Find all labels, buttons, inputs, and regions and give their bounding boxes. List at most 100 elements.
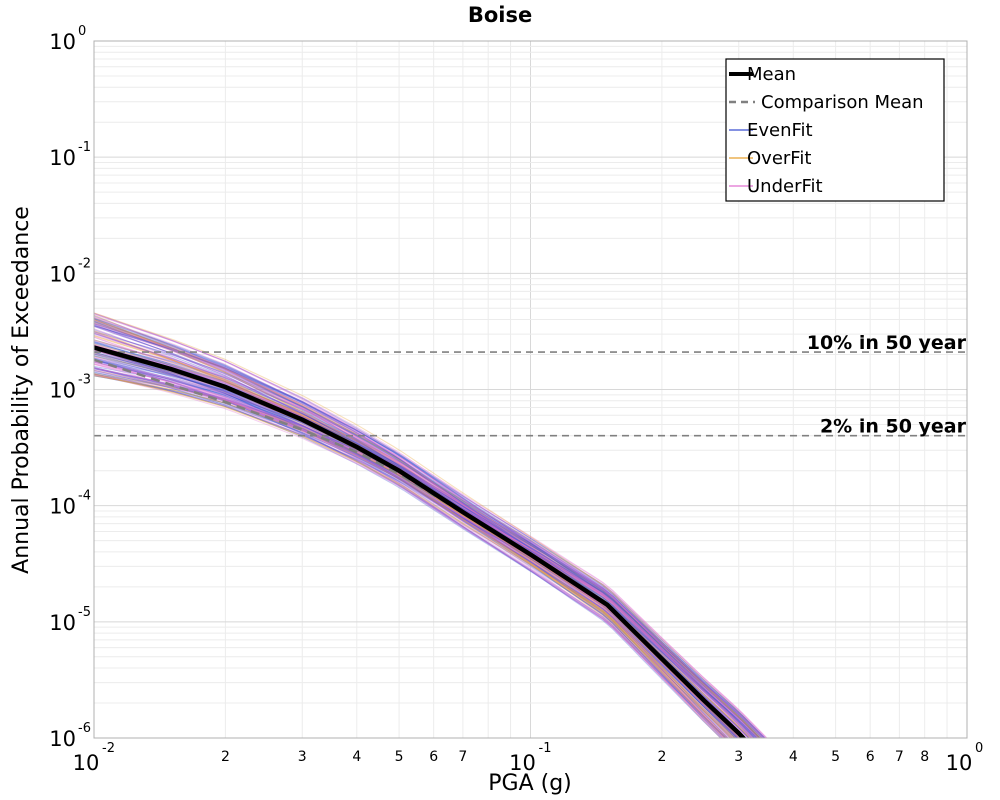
x-tick-label: 2 bbox=[657, 749, 666, 765]
underfit-curve bbox=[94, 316, 738, 738]
x-tick-exponent: 0 bbox=[975, 741, 983, 756]
x-tick-label: 7 bbox=[895, 749, 904, 765]
underfit-curve bbox=[94, 318, 756, 738]
x-tick-exponent: -2 bbox=[102, 741, 115, 756]
evenfit-curve bbox=[94, 375, 740, 738]
evenfit-curve bbox=[94, 320, 754, 738]
y-tick-exponent: -4 bbox=[78, 489, 91, 504]
mean-curves bbox=[94, 345, 747, 738]
evenfit-curve bbox=[94, 341, 753, 738]
x-axis-label: PGA (g) bbox=[488, 771, 572, 796]
underfit-curve bbox=[94, 325, 765, 738]
y-tick-label: 10 bbox=[49, 495, 76, 519]
y-tick-label: 10 bbox=[49, 727, 76, 751]
underfit-curve bbox=[94, 313, 726, 738]
underfit-curve bbox=[94, 332, 761, 738]
underfit-curve bbox=[94, 322, 760, 738]
evenfit-curve bbox=[94, 339, 761, 738]
y-tick-exponent: -2 bbox=[78, 256, 91, 271]
underfit-curve bbox=[94, 363, 733, 738]
evenfit-curve bbox=[94, 351, 736, 738]
x-tick-label: 6 bbox=[429, 749, 438, 765]
y-tick-label: 10 bbox=[49, 262, 76, 286]
evenfit-curve bbox=[94, 319, 766, 738]
evenfit-curve bbox=[94, 367, 724, 738]
y-tick-exponent: -3 bbox=[78, 373, 91, 388]
x-tick-label: 7 bbox=[458, 749, 467, 765]
x-tick-label: 3 bbox=[298, 749, 307, 765]
underfit-curve bbox=[94, 359, 739, 738]
evenfit-curve bbox=[94, 359, 727, 738]
x-axis-ticks: 10-22 3 4 5 6 7 10-12 3 4 5 6 7 8 100 bbox=[73, 741, 984, 775]
overfit-curve bbox=[94, 321, 729, 738]
legend-label: Comparison Mean bbox=[761, 92, 924, 113]
x-tick-label: 4 bbox=[352, 749, 361, 765]
y-tick-exponent: -5 bbox=[78, 605, 91, 620]
underfit-curve bbox=[94, 325, 760, 738]
y-tick-exponent: 0 bbox=[78, 24, 86, 39]
evenfit-curve bbox=[94, 361, 726, 738]
overfit-curve bbox=[94, 320, 722, 738]
underfit-curve bbox=[94, 358, 724, 738]
evenfit-curve bbox=[94, 340, 755, 738]
x-tick-exponent: -1 bbox=[539, 741, 552, 756]
evenfit-curve bbox=[94, 323, 766, 738]
y-tick-exponent: -6 bbox=[78, 721, 91, 736]
underfit-curve bbox=[94, 356, 727, 738]
evenfit-curve bbox=[94, 342, 747, 738]
evenfit-curve bbox=[94, 371, 758, 738]
x-tick-label: 10 bbox=[73, 751, 100, 775]
reference-lines: 10% in 50 year 2% in 50 year bbox=[94, 332, 967, 438]
x-tick-label: 10 bbox=[946, 751, 973, 775]
comparison-mean-curve bbox=[94, 358, 532, 556]
evenfit-curve bbox=[94, 369, 750, 738]
evenfit-curve bbox=[94, 313, 750, 738]
evenfit-curve bbox=[94, 317, 736, 738]
evenfit-curve bbox=[94, 358, 728, 738]
evenfit-curve bbox=[94, 317, 761, 738]
evenfit-curve bbox=[94, 318, 765, 738]
evenfit-curve bbox=[94, 354, 763, 738]
evenfit-curve bbox=[94, 325, 746, 738]
reference-line-label: 10% in 50 year bbox=[807, 332, 967, 354]
legend-label: OverFit bbox=[747, 148, 811, 169]
legend-label: EvenFit bbox=[747, 120, 813, 141]
evenfit-curve bbox=[94, 348, 738, 738]
evenfit-curve bbox=[94, 325, 761, 738]
legend-label: UnderFit bbox=[747, 176, 823, 197]
evenfit-curve bbox=[94, 357, 732, 738]
x-tick-label: 2 bbox=[221, 749, 230, 765]
y-tick-label: 10 bbox=[49, 611, 76, 635]
underfit-curve bbox=[94, 373, 742, 738]
overfit-curve bbox=[94, 374, 736, 738]
evenfit-curve bbox=[94, 331, 752, 738]
underfit-curve bbox=[94, 362, 760, 738]
evenfit-curve bbox=[94, 349, 764, 738]
x-tick-label: 8 bbox=[920, 749, 929, 765]
evenfit-curve bbox=[94, 358, 738, 738]
evenfit-curve bbox=[94, 348, 722, 738]
reference-line-label: 2% in 50 year bbox=[820, 416, 967, 438]
x-tick-label: 10 bbox=[509, 751, 536, 775]
evenfit-curve bbox=[94, 375, 737, 738]
y-tick-label: 10 bbox=[49, 146, 76, 170]
overfit-curve bbox=[94, 374, 735, 738]
evenfit-curve bbox=[94, 359, 766, 738]
evenfit-curve bbox=[94, 351, 727, 738]
underfit-curve bbox=[94, 345, 753, 738]
underfit-curve bbox=[94, 332, 727, 738]
y-tick-label: 10 bbox=[49, 379, 76, 403]
overfit-curve bbox=[94, 330, 733, 738]
x-tick-label: 3 bbox=[734, 749, 743, 765]
x-tick-label: 4 bbox=[789, 749, 798, 765]
x-tick-label: 6 bbox=[866, 749, 875, 765]
y-axis-label: Annual Probability of Exceedance bbox=[9, 206, 34, 574]
overfit-curve bbox=[94, 318, 727, 738]
evenfit-curve bbox=[94, 321, 761, 738]
mean-curve bbox=[94, 345, 747, 738]
evenfit-curve bbox=[94, 367, 726, 738]
overfit-curve bbox=[94, 312, 760, 738]
underfit-curve bbox=[94, 332, 753, 738]
